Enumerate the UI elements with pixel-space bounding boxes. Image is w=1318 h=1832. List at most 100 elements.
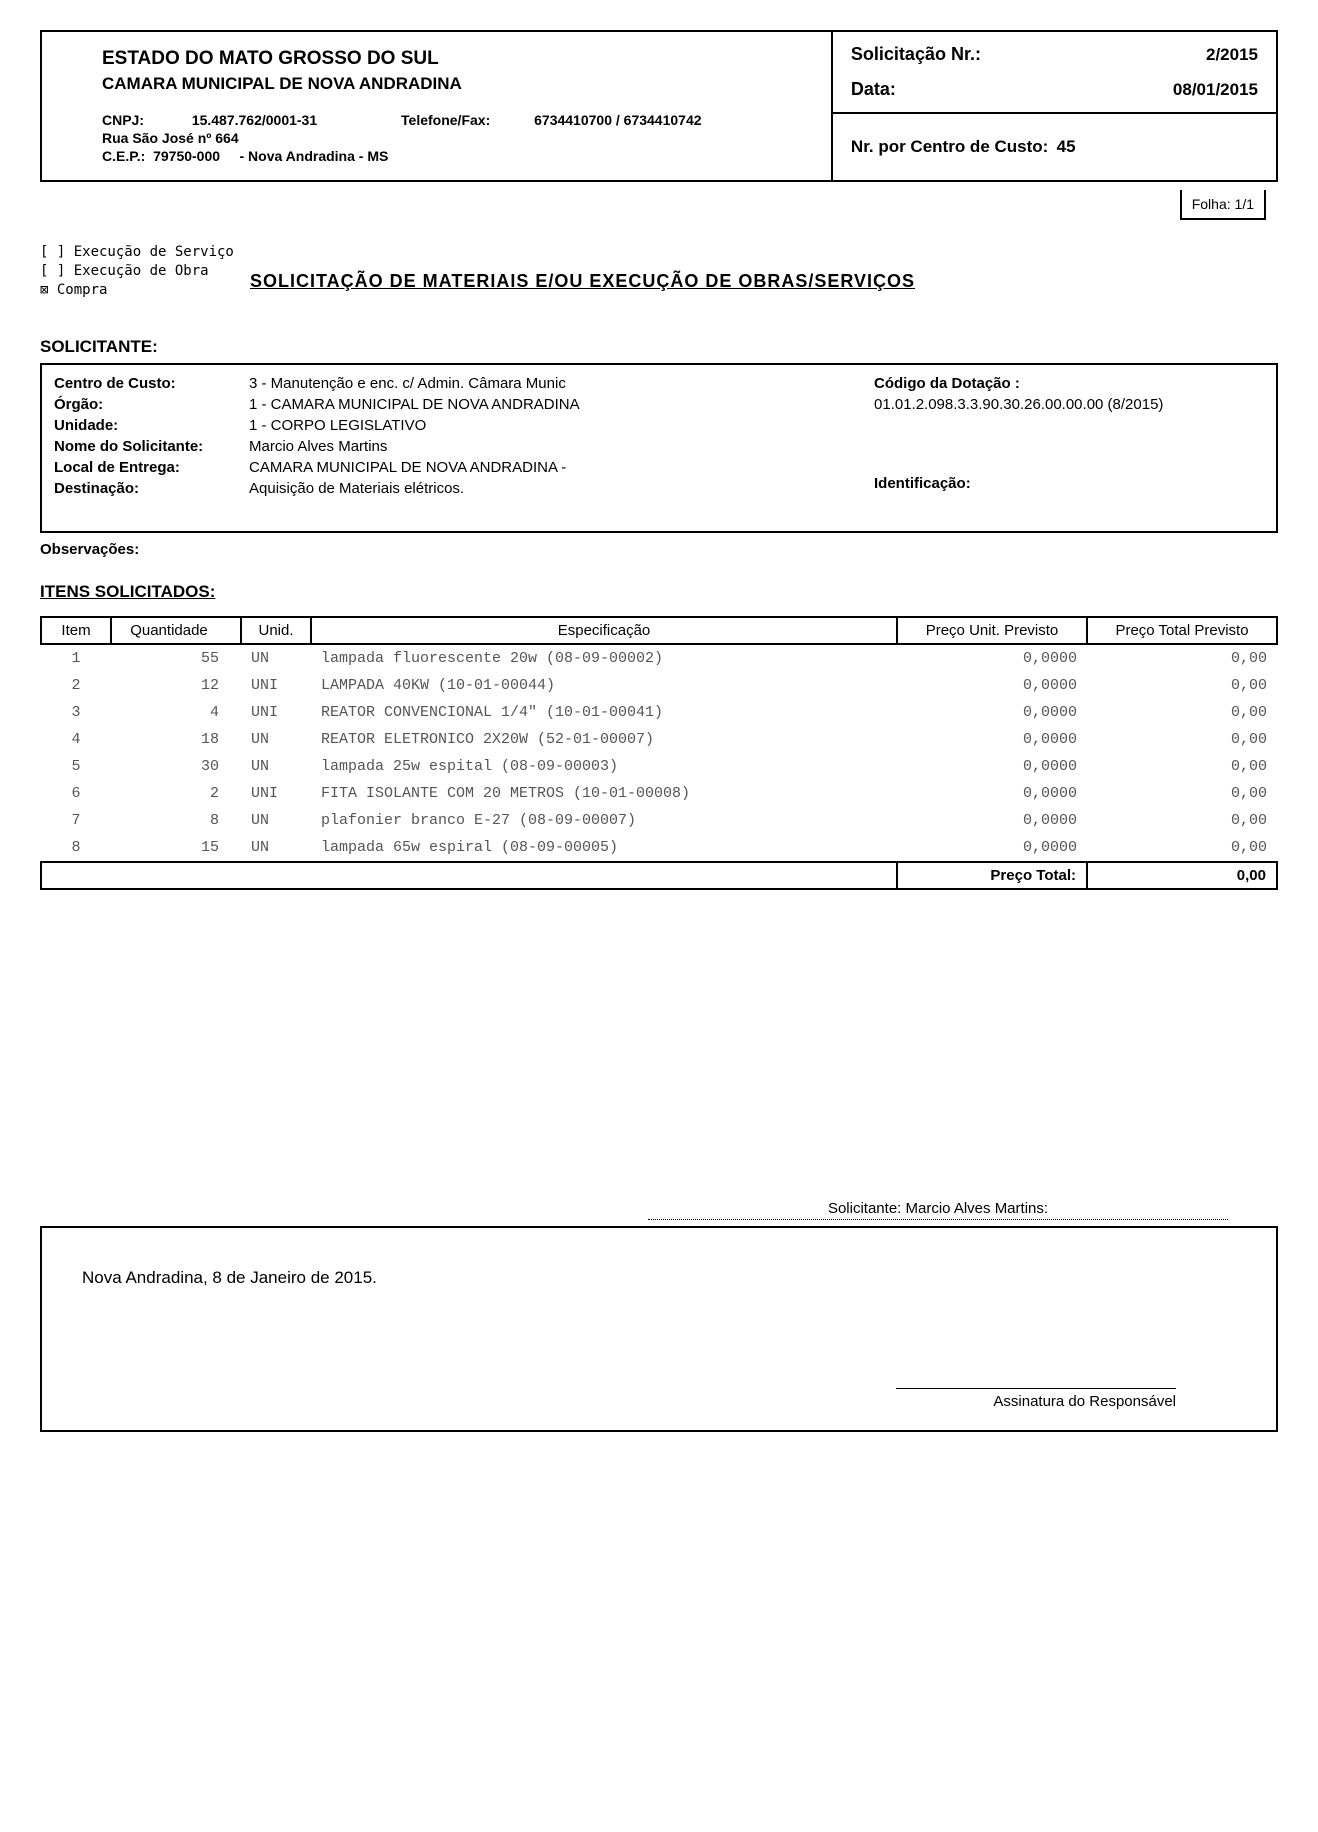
- th-qt: Quantidade: [111, 617, 241, 644]
- cell-pt: 0,00: [1087, 780, 1277, 807]
- solicitacao-label: Solicitação Nr.:: [851, 44, 981, 65]
- sol-values: 3 - Manutenção e enc. c/ Admin. Câmara M…: [249, 375, 874, 501]
- cep-value: 79750-000: [153, 148, 220, 164]
- estado-title: ESTADO DO MATO GROSSO DO SUL: [102, 48, 811, 70]
- cell-qt: 4: [111, 699, 241, 726]
- checks-row: [ ] Execução de Serviço [ ] Execução de …: [40, 244, 1278, 301]
- check-servico[interactable]: [ ] Execução de Serviço: [40, 244, 250, 260]
- cell-pt: 0,00: [1087, 726, 1277, 753]
- cell-unid: UN: [241, 807, 311, 834]
- th-item: Item: [41, 617, 111, 644]
- header-left: ESTADO DO MATO GROSSO DO SUL CAMARA MUNI…: [42, 32, 831, 180]
- cell-item: 4: [41, 726, 111, 753]
- header-right: Solicitação Nr.: 2/2015 Data: 08/01/2015…: [831, 32, 1276, 180]
- cell-esp: plafonier branco E-27 (08-09-00007): [311, 807, 897, 834]
- total-value: 0,00: [1087, 862, 1277, 889]
- cep-label: C.E.P.:: [102, 148, 145, 164]
- cell-pt: 0,00: [1087, 672, 1277, 699]
- cell-item: 5: [41, 753, 111, 780]
- cell-unid: UN: [241, 753, 311, 780]
- solicitante-box: Centro de Custo: Órgão: Unidade: Nome do…: [40, 363, 1278, 533]
- folha-wrap: Folha: 1/1: [40, 190, 1278, 220]
- folha-box: Folha: 1/1: [1180, 190, 1266, 220]
- header-right-bot: Nr. por Centro de Custo: 45: [833, 114, 1276, 180]
- val-unidade: 1 - CORPO LEGISLATIVO: [249, 417, 874, 434]
- cell-pu: 0,0000: [897, 644, 1087, 672]
- table-row: 78UNplafonier branco E-27 (08-09-00007) 0…: [41, 807, 1277, 834]
- telfax-value: 6734410700 / 6734410742: [534, 112, 701, 128]
- header-right-top: Solicitação Nr.: 2/2015 Data: 08/01/2015: [833, 32, 1276, 114]
- cell-pu: 0,0000: [897, 780, 1087, 807]
- addr2: C.E.P.: 79750-000 - Nova Andradina - MS: [102, 148, 811, 164]
- addr1: Rua São José nº 664: [102, 130, 811, 146]
- cell-pt: 0,00: [1087, 753, 1277, 780]
- cell-pu: 0,0000: [897, 753, 1087, 780]
- val-dest: Aquisição de Materiais elétricos.: [249, 480, 874, 497]
- solicitacao-nr: 2/2015: [1206, 45, 1258, 65]
- cell-qt: 8: [111, 807, 241, 834]
- cell-esp: REATOR CONVENCIONAL 1/4" (10-01-00041): [311, 699, 897, 726]
- cell-unid: UN: [241, 834, 311, 862]
- cell-unid: UNI: [241, 672, 311, 699]
- lab-nome: Nome do Solicitante:: [54, 438, 249, 455]
- signature-area: Solicitante: Marcio Alves Martins: Nova …: [40, 1200, 1278, 1432]
- cell-pu: 0,0000: [897, 726, 1087, 753]
- lab-orgao: Órgão:: [54, 396, 249, 413]
- header-box: ESTADO DO MATO GROSSO DO SUL CAMARA MUNI…: [40, 30, 1278, 182]
- solicitante-label: SOLICITANTE:: [40, 337, 1278, 357]
- cell-esp: lampada 65w espiral (08-09-00005): [311, 834, 897, 862]
- val-centro: 3 - Manutenção e enc. c/ Admin. Câmara M…: [249, 375, 874, 392]
- table-row: 62UNIFITA ISOLANTE COM 20 METROS (10-01-…: [41, 780, 1277, 807]
- signature-box: Nova Andradina, 8 de Janeiro de 2015. As…: [40, 1226, 1278, 1432]
- th-unid: Unid.: [241, 617, 311, 644]
- cell-pt: 0,00: [1087, 807, 1277, 834]
- checks-left: [ ] Execução de Serviço [ ] Execução de …: [40, 244, 250, 301]
- cell-pt: 0,00: [1087, 834, 1277, 862]
- cell-esp: lampada fluorescente 20w (08-09-00002): [311, 644, 897, 672]
- th-esp: Especificação: [311, 617, 897, 644]
- cell-unid: UN: [241, 726, 311, 753]
- cell-pu: 0,0000: [897, 699, 1087, 726]
- main-title: SOLICITAÇÃO DE MATERIAIS E/OU EXECUÇÃO D…: [250, 271, 915, 292]
- folha-label: Folha:: [1192, 196, 1231, 212]
- table-row: 212UNILAMPADA 40KW (10-01-00044)0,00000,…: [41, 672, 1277, 699]
- cell-pu: 0,0000: [897, 672, 1087, 699]
- lab-local: Local de Entrega:: [54, 459, 249, 476]
- lab-dest: Destinação:: [54, 480, 249, 497]
- cell-qt: 15: [111, 834, 241, 862]
- cell-item: 2: [41, 672, 111, 699]
- signature-date: Nova Andradina, 8 de Janeiro de 2015.: [82, 1268, 1236, 1288]
- table-row: 155UNlampada fluorescente 20w (08-09-000…: [41, 644, 1277, 672]
- cell-item: 7: [41, 807, 111, 834]
- check-compra[interactable]: ⊠ Compra: [40, 282, 250, 298]
- check-obra[interactable]: [ ] Execução de Obra: [40, 263, 250, 279]
- solicitante-sig-line: Solicitante: Marcio Alves Martins:: [648, 1200, 1228, 1220]
- signature-responsavel: Assinatura do Responsável: [896, 1388, 1176, 1410]
- val-orgao: 1 - CAMARA MUNICIPAL DE NOVA ANDRADINA: [249, 396, 874, 413]
- total-label: Preço Total:: [897, 862, 1087, 889]
- val-nome: Marcio Alves Martins: [249, 438, 874, 455]
- itens-table: Item Quantidade Unid. Especificação Preç…: [40, 616, 1278, 890]
- table-row: 530UNlampada 25w espital (08-09-00003)0,…: [41, 753, 1277, 780]
- sol-labels: Centro de Custo: Órgão: Unidade: Nome do…: [54, 375, 249, 501]
- cell-qt: 55: [111, 644, 241, 672]
- cell-esp: REATOR ELETRONICO 2X20W (52-01-00007): [311, 726, 897, 753]
- cell-item: 8: [41, 834, 111, 862]
- cell-esp: FITA ISOLANTE COM 20 METROS (10-01-00008…: [311, 780, 897, 807]
- table-row: 418UNREATOR ELETRONICO 2X20W (52-01-0000…: [41, 726, 1277, 753]
- cidade: - Nova Andradina - MS: [240, 148, 389, 164]
- cell-esp: lampada 25w espital (08-09-00003): [311, 753, 897, 780]
- itens-title: ITENS SOLICITADOS:: [40, 582, 1278, 602]
- total-spacer: [41, 862, 897, 889]
- data-label: Data:: [851, 79, 896, 100]
- cell-unid: UNI: [241, 699, 311, 726]
- val-codigo: 01.01.2.098.3.3.90.30.26.00.00.00 (8/201…: [874, 396, 1264, 413]
- cell-item: 1: [41, 644, 111, 672]
- camara-title: CAMARA MUNICIPAL DE NOVA ANDRADINA: [102, 74, 811, 94]
- cnpj-value: 15.487.762/0001-31: [192, 112, 317, 128]
- cell-qt: 2: [111, 780, 241, 807]
- cell-esp: LAMPADA 40KW (10-01-00044): [311, 672, 897, 699]
- lab-codigo: Código da Dotação :: [874, 375, 1264, 392]
- cell-qt: 18: [111, 726, 241, 753]
- table-row: 34UNIREATOR CONVENCIONAL 1/4" (10-01-000…: [41, 699, 1277, 726]
